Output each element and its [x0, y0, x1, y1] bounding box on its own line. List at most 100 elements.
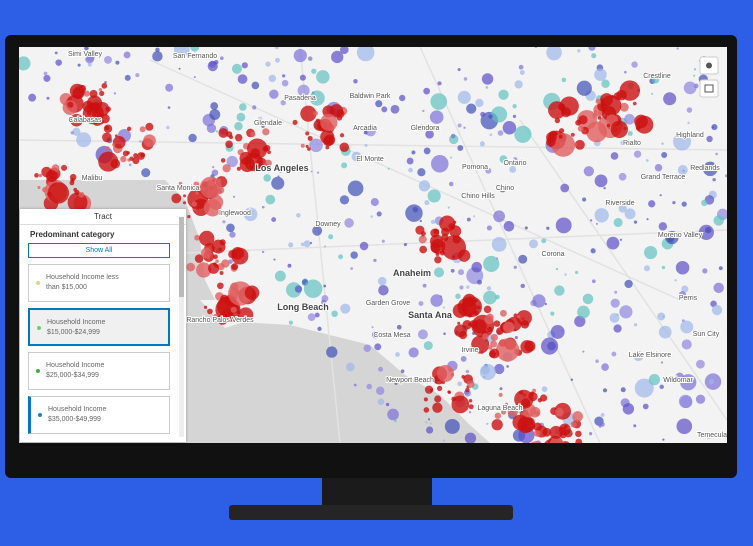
category-label: Household Income less than $15,000 — [46, 274, 119, 291]
map-dot — [447, 390, 451, 394]
scrollbar[interactable] — [179, 217, 184, 437]
map-dot — [577, 49, 581, 53]
map-dot — [457, 68, 461, 72]
map-dot — [594, 174, 608, 188]
category-label: Household Income $15,000-$24,999 — [47, 319, 106, 336]
map-dot — [229, 287, 240, 298]
map-dot — [603, 186, 606, 190]
map-dot — [464, 432, 477, 443]
category-item[interactable]: Household Income $25,000-$34,999 — [28, 352, 170, 390]
map-dot — [521, 398, 531, 408]
map-dot — [211, 165, 215, 169]
map-dot — [678, 291, 686, 299]
map-dot — [631, 61, 638, 68]
map-dot — [296, 213, 301, 218]
map-dot — [194, 254, 204, 263]
map-dot — [711, 304, 723, 316]
map-dot — [190, 47, 200, 52]
map-dot — [636, 126, 641, 131]
map-dot — [280, 100, 286, 106]
map-dot — [234, 133, 243, 142]
map-dot — [597, 110, 602, 116]
map-dot — [683, 81, 697, 95]
map-dot — [499, 387, 503, 391]
map-dot — [174, 52, 178, 55]
map-dot — [465, 369, 470, 374]
map-dot — [55, 59, 62, 66]
map-dot — [618, 172, 627, 181]
place-label: Perris — [679, 295, 698, 302]
place-label: Chino Hills — [461, 193, 495, 200]
map-dot — [601, 79, 610, 88]
map-dot — [680, 374, 697, 391]
map-dot — [489, 133, 493, 137]
map-dot — [559, 96, 579, 116]
map-dot — [194, 234, 201, 241]
map-dot — [563, 424, 568, 429]
map-dot — [293, 48, 307, 63]
map-dot — [675, 260, 690, 275]
place-label: Highland — [676, 132, 704, 139]
map-dot — [340, 303, 351, 314]
map-dot — [575, 438, 583, 443]
map-dot — [611, 351, 617, 357]
map-dot — [434, 256, 442, 264]
map-dot — [221, 259, 230, 268]
map-dot — [422, 109, 425, 113]
map-dot — [196, 262, 212, 278]
map-dot — [561, 77, 567, 83]
basemap-button[interactable] — [699, 79, 719, 98]
map-dot — [394, 381, 398, 385]
map-dot — [321, 299, 327, 305]
map-dot — [423, 87, 431, 95]
place-label: Calabasas — [68, 117, 102, 124]
map-dot — [258, 116, 263, 121]
map-dot — [67, 101, 74, 108]
map-dot — [473, 215, 476, 218]
map-dot — [299, 74, 306, 81]
map-dot — [681, 201, 687, 207]
map-dot — [215, 259, 219, 263]
map-dot — [405, 204, 423, 222]
map-dot — [274, 47, 279, 50]
map-dot — [408, 167, 413, 173]
map-dot — [238, 307, 254, 323]
map-dot — [370, 198, 379, 207]
map-dot — [507, 406, 518, 418]
map-dot — [619, 80, 641, 101]
map-dot — [231, 263, 239, 271]
map-dot — [273, 258, 276, 261]
map-dot — [503, 321, 515, 333]
category-label: Household Income $35,000-$49,999 — [48, 406, 107, 423]
map-dot — [582, 350, 585, 353]
map-dot — [712, 177, 716, 182]
map-dot — [375, 386, 385, 396]
map-dot — [546, 47, 562, 61]
map-dot — [532, 294, 546, 308]
map-dot — [287, 263, 292, 268]
map-dot — [512, 104, 517, 109]
map-dot — [359, 241, 369, 251]
map-dot — [328, 234, 334, 240]
map-dot — [648, 200, 656, 208]
map-dot — [261, 250, 265, 254]
map-dot — [570, 421, 577, 428]
map-dot — [140, 152, 146, 158]
map-dot — [705, 226, 712, 234]
map-dot — [624, 279, 633, 289]
map-dot — [376, 211, 382, 217]
place-label: Anaheim — [393, 268, 431, 278]
map-dot — [676, 47, 679, 50]
map-dot — [634, 114, 648, 129]
category-item[interactable]: Household Income $35,000-$49,999 — [28, 396, 170, 434]
map-dot — [479, 363, 496, 380]
map-dot — [239, 103, 247, 111]
category-item[interactable]: Household Income less than $15,000 — [28, 264, 170, 302]
map-dot — [454, 324, 467, 338]
show-all-button[interactable]: Show All — [28, 243, 170, 258]
map-dot — [498, 392, 503, 397]
category-item[interactable]: Household Income $15,000-$24,999 — [28, 308, 170, 346]
map-dot — [546, 131, 557, 143]
map-dot — [282, 74, 286, 78]
map-dot — [574, 139, 585, 150]
